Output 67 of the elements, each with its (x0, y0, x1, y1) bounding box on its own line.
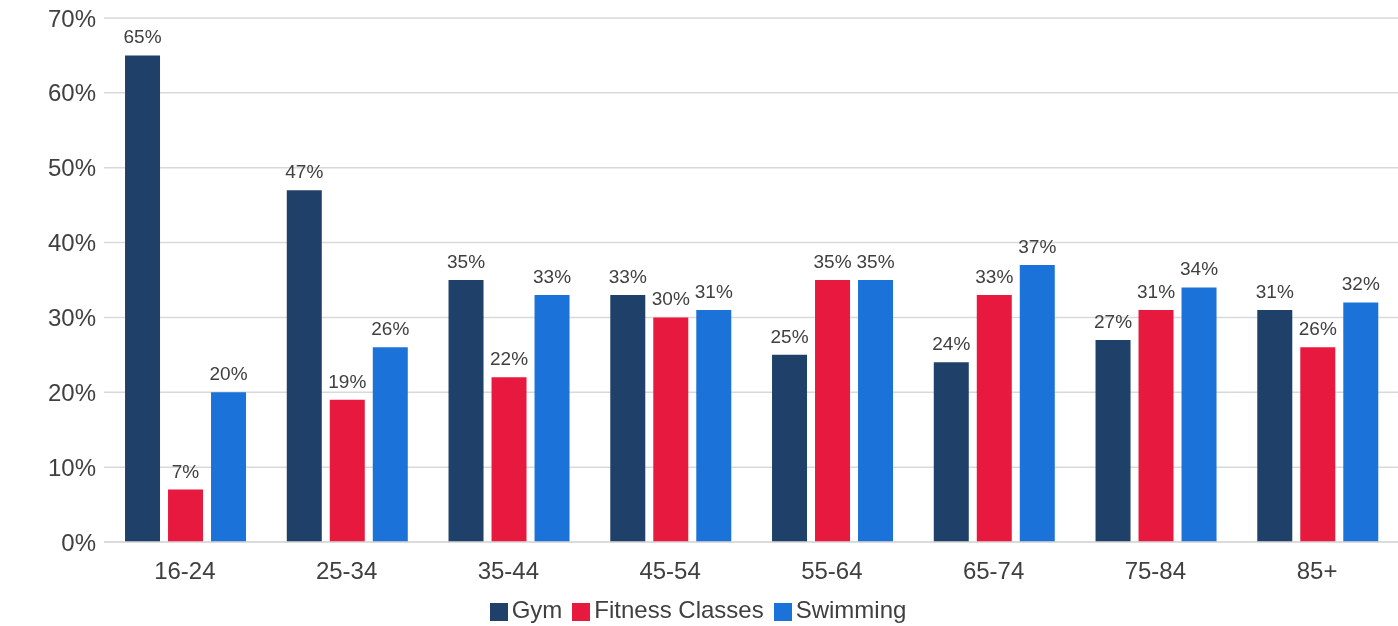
y-tick-label: 40% (47, 229, 96, 257)
bar (1095, 339, 1131, 542)
data-label: 35% (813, 251, 852, 272)
bar (211, 392, 247, 542)
y-tick-label: 0% (61, 528, 96, 556)
bar (448, 280, 484, 542)
data-label: 33% (533, 265, 572, 287)
y-tick-label: 50% (47, 154, 96, 182)
bar (329, 399, 365, 542)
bar (772, 354, 808, 542)
data-label: 20% (209, 363, 248, 385)
bar (372, 347, 408, 542)
data-label: 19% (328, 370, 367, 392)
x-tick-label: 55-64 (801, 557, 863, 585)
data-label: 25% (770, 325, 809, 347)
bar (696, 309, 732, 542)
data-label: 27% (1094, 310, 1133, 332)
bar (1181, 287, 1217, 542)
bar (1343, 302, 1379, 542)
data-label: 26% (1298, 318, 1337, 340)
data-label: 47% (285, 161, 324, 183)
data-label: 7% (171, 460, 200, 482)
data-label: 37% (1018, 236, 1057, 258)
bar (1138, 309, 1174, 542)
y-tick-label: 20% (47, 378, 96, 406)
bar (610, 294, 646, 542)
data-label: 30% (651, 288, 690, 310)
bar (286, 190, 322, 542)
x-tick-label: 45-54 (639, 557, 701, 585)
data-label: 65% (123, 26, 162, 48)
data-label: 33% (975, 265, 1014, 287)
x-tick-label: 75-84 (1124, 557, 1187, 585)
y-tick-label: 60% (47, 79, 96, 107)
data-label: 31% (694, 280, 733, 302)
bar (1019, 265, 1055, 542)
bar (933, 362, 969, 542)
bar (534, 294, 570, 542)
x-tick-label: 16-24 (154, 557, 216, 585)
y-tick-label: 30% (47, 303, 96, 331)
bar (653, 317, 689, 542)
bar (976, 294, 1012, 542)
bar (815, 280, 851, 542)
y-tick-label: 70% (47, 4, 96, 32)
data-label: 31% (1255, 280, 1294, 302)
data-label: 35% (447, 251, 486, 272)
bar (491, 377, 527, 542)
x-tick-label: 85+ (1296, 557, 1338, 585)
y-tick-label: 10% (47, 453, 96, 481)
data-label: 24% (932, 333, 971, 355)
x-tick-label: 65-74 (962, 557, 1025, 585)
legend-label: Swimming (795, 596, 907, 623)
bar (1257, 309, 1293, 542)
data-label: 32% (1341, 273, 1380, 295)
bar (858, 280, 894, 542)
data-label: 22% (490, 348, 529, 370)
legend-label: Fitness Classes (594, 596, 764, 623)
x-tick-label: 35-44 (477, 557, 540, 585)
bar (168, 489, 204, 542)
legend-label: Gym (511, 596, 563, 623)
data-label: 33% (608, 265, 647, 287)
data-label: 35% (856, 251, 895, 272)
bar (1300, 347, 1336, 542)
data-label: 34% (1180, 258, 1219, 280)
data-label: 31% (1137, 280, 1176, 302)
x-tick-label: 25-34 (315, 557, 378, 585)
data-label: 26% (371, 318, 410, 340)
bar (125, 55, 161, 542)
